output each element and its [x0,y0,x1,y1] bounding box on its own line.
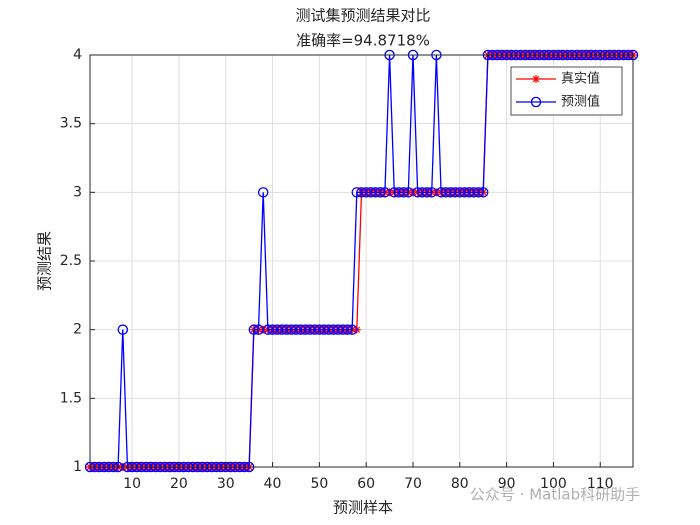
x-tick-label: 100 [540,476,567,492]
legend-box [510,66,623,116]
x-tick-label: 60 [357,476,375,492]
marker [530,96,542,108]
y-tick-label: 1.5 [60,390,82,406]
marker [398,187,409,198]
legend-label: 真实值 [561,71,600,87]
marker [342,324,353,335]
marker [257,187,269,198]
x-tick-label: 20 [170,476,188,492]
marker [374,187,386,198]
y-tick-label: 3 [73,184,82,200]
legend-label: 预测值 [561,94,600,110]
marker [117,324,129,335]
y-tick-label: 3.5 [60,116,82,132]
marker [532,75,540,83]
chart-title: 测试集预测结果对比 [295,7,430,25]
x-tick-label: 40 [264,476,282,492]
x-tick-label: 30 [217,476,235,492]
x-tick-label: 10 [123,476,141,492]
x-tick-label: 50 [310,476,328,492]
x-tick-label: 70 [404,476,422,492]
y-axis-label: 预测结果 [36,231,54,291]
y-tick-label: 4 [73,47,82,63]
x-tick-label: 90 [498,476,516,492]
y-tick-label: 2.5 [60,253,82,269]
watermark: 公众号 · Matlab科研助手 [470,486,640,504]
y-tick-label: 1 [73,459,82,475]
x-tick-label: 110 [587,476,614,492]
marker [248,324,260,335]
x-axis-label: 预测样本 [333,499,393,517]
marker [421,187,433,198]
marker [473,187,484,198]
chart-subtitle: 准确率=94.8718% [296,32,430,50]
y-tick-label: 2 [73,322,82,338]
x-tick-label: 80 [451,476,469,492]
marker [346,324,358,335]
marker [477,187,489,198]
